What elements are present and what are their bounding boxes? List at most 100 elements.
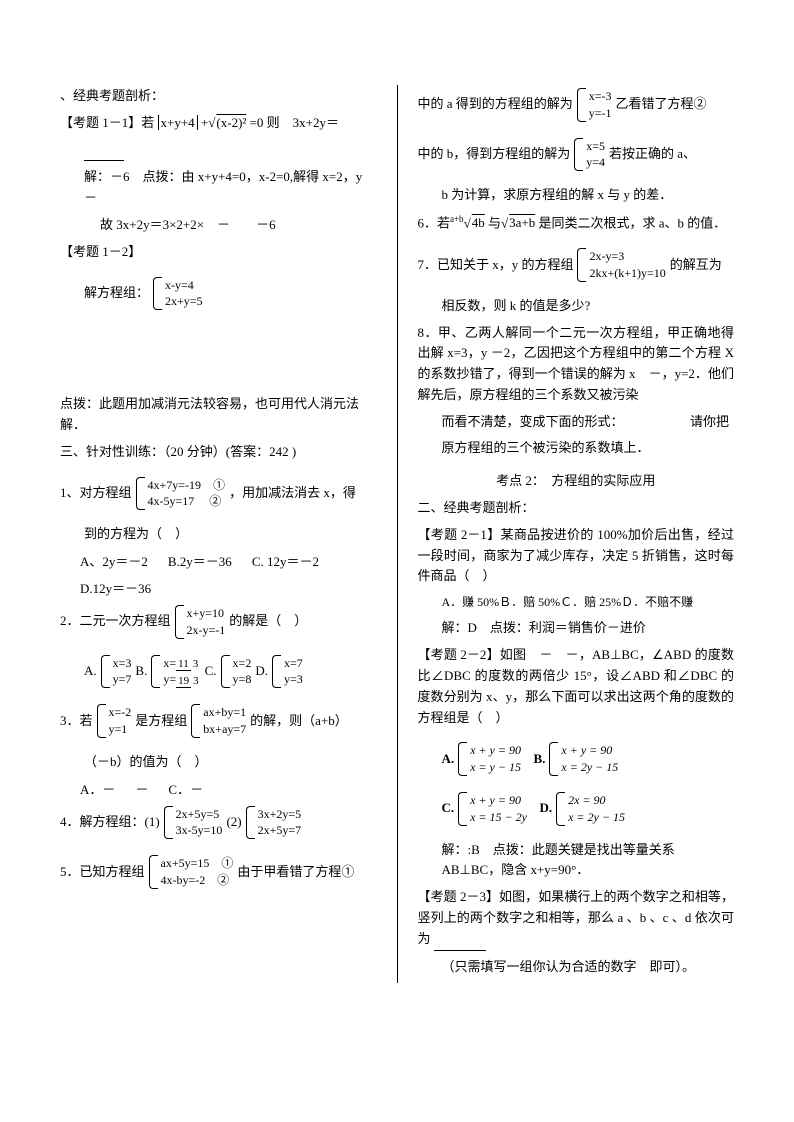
p1-options: A、2y＝－2 B.2y＝－36 C. 12y＝－2 D.12y＝－36 xyxy=(60,551,377,597)
text: ，用加减法消去 x，得 xyxy=(229,483,356,504)
p5: 5．已知方程组 ax+5y=15 ① 4x-by=-2 ② 由于甲看错了方程① xyxy=(60,853,354,891)
p3-d: （－b）的值为（ ） xyxy=(60,752,377,773)
eq: y=193 xyxy=(163,671,200,688)
brace-system: x-y=4 2x+y=5 xyxy=(153,277,203,311)
eq: x=-3 xyxy=(589,88,612,105)
text: 的解互为 xyxy=(670,255,722,276)
opt: C. 12y＝－2 xyxy=(252,551,319,570)
opt: A、2y＝－2 xyxy=(80,551,148,570)
eq: ax+by=1 xyxy=(203,704,246,721)
eq: y=4 xyxy=(586,154,605,171)
eq: x=5 xyxy=(586,138,605,155)
q2-2-sol: 解：:B 点拨：此题关键是找出等量关系 AB⊥BC，隐含 x+y=90°． xyxy=(417,840,734,882)
opt: － xyxy=(135,779,148,798)
eq: x=-2 xyxy=(109,704,132,721)
text: 与√ xyxy=(488,215,508,230)
eq: 2x+5y=7 xyxy=(258,822,302,839)
optA: x + y = 90 x = y − 15 xyxy=(458,742,521,776)
eq: y=7 xyxy=(113,671,132,688)
p2-options: A. x=3 y=7 B. x=113 y=193 C. x=2 y=8 D. … xyxy=(60,653,305,691)
optC: x + y = 90 x = 15 − 2y xyxy=(458,792,527,826)
q2-1: 【考题 2－1】某商品按进价的 100%加价后出售，经过一段时间，商家为了减少库… xyxy=(417,525,734,587)
text: 2．二元一次方程组 xyxy=(60,611,171,632)
kd2-title: 考点 2： 方程组的实际应用 xyxy=(417,471,734,492)
eq: y=3 xyxy=(284,671,303,688)
sec3-title: 三、针对性训练：（20 分钟）(答案：242 ) xyxy=(60,442,377,463)
eq: 2kx+(k+1)y=10 xyxy=(589,265,665,282)
eq: 4x+7y=-19 ① xyxy=(148,477,226,494)
p7: 7．已知关于 x，y 的方程组 2x-y=3 2kx+(k+1)y=10 的解互… xyxy=(417,246,721,284)
text: 是方程组 xyxy=(135,711,187,732)
eq: x = y − 15 xyxy=(470,759,521,776)
p8-b: 而看不清楚，变成下面的形式： 请你把 xyxy=(417,412,734,433)
p6: 6．若a+b√4b 与√3a+b 是同类二次根式，求 a、b 的值． xyxy=(417,212,734,234)
t: x= xyxy=(163,656,176,670)
optA: x=3 y=7 xyxy=(101,655,132,689)
text: 由于甲看错了方程① xyxy=(237,862,354,883)
right-column: 中的 a 得到的方程组的解为 x=-3 y=-1 乙看错了方程② 中的 b，得到… xyxy=(417,80,734,983)
d: 3 xyxy=(191,675,201,687)
opt: B.2y＝－36 xyxy=(168,551,232,570)
q1-1-sol2: 故 3x+2y＝3×2+2× － －6 xyxy=(60,215,377,236)
q2-2: 【考题 2－2】如图 － －，AB⊥BC，∠ABD 的度数比∠DBC 的度数的两… xyxy=(417,645,734,728)
text: 3．若 xyxy=(60,711,93,732)
abs-expr: x+y+4 xyxy=(158,115,198,130)
optD: 2x = 90 x = 2y − 15 xyxy=(556,792,625,826)
brace-system: 3x+2y=5 2x+5y=7 xyxy=(246,806,302,840)
column-divider xyxy=(397,85,398,983)
q1-1-label: 【考题 1－1】若 xyxy=(60,115,154,130)
eq: x = 2y − 15 xyxy=(568,809,625,826)
optB: x=113 y=193 xyxy=(151,655,200,689)
eq: x+y=10 xyxy=(187,605,226,622)
sqrt-expr: (x-2)² xyxy=(215,115,246,130)
p5-cont1: 中的 a 得到的方程组的解为 x=-3 y=-1 乙看错了方程② xyxy=(417,86,706,124)
eq: 4x-5y=17 ② xyxy=(148,493,226,510)
eq: x=7 xyxy=(284,655,303,672)
p4: 4．解方程组：(1) 2x+5y=5 3x-5y=10 (2) 3x+2y=5 … xyxy=(60,804,303,842)
eq: x + y = 90 xyxy=(561,742,618,759)
optB: x + y = 90 x = 2y − 15 xyxy=(549,742,618,776)
note: 点拨：此题用加减消元法较容易，也可用代人消元法解． xyxy=(60,394,377,436)
text: 的解是（ ） xyxy=(229,611,307,632)
eq: x-y=4 xyxy=(165,277,203,294)
p2: 2．二元一次方程组 x+y=10 2x-y=-1 的解是（ ） xyxy=(60,603,307,641)
eq: bx+ay=7 xyxy=(203,721,246,738)
n: 11 xyxy=(176,658,191,671)
text: 6．若 xyxy=(417,215,450,230)
optC: x=2 y=8 xyxy=(221,655,252,689)
text: 而看不清楚，变成下面的形式： xyxy=(441,414,623,429)
eq: 4x-by=-2 ② xyxy=(161,872,234,889)
eq: 2x = 90 xyxy=(568,792,625,809)
sup: a+b xyxy=(450,214,464,224)
eq: x = 15 − 2y xyxy=(470,809,527,826)
p8-d: 原方程组的三个被污染的系数填上． xyxy=(417,438,734,459)
d: 3 xyxy=(191,658,201,670)
q1-1-tail: =0 则 3x+2y＝ xyxy=(250,115,339,130)
eq: 3x-5y=10 xyxy=(176,822,223,839)
q1-2: 解方程组： x-y=4 2x+y=5 xyxy=(60,275,205,313)
text: 的解，则（a+b） xyxy=(250,711,348,732)
q2-1-sol: 解：D 点拨：利润＝销售价－进价 xyxy=(417,618,734,639)
eq: x=2 xyxy=(233,655,252,672)
brace-system: ax+by=1 bx+ay=7 xyxy=(191,704,246,738)
brace-system: x=5 y=4 xyxy=(574,138,605,172)
text: 1、对方程组 xyxy=(60,483,132,504)
p1-c: 到的方程为（ ） xyxy=(60,524,377,545)
text: 是同类二次根式，求 a、b 的值． xyxy=(538,215,726,230)
text: 请你把 xyxy=(690,414,729,429)
eq: 2x-y=3 xyxy=(589,248,665,265)
eq: y=8 xyxy=(233,671,252,688)
q2-2-opts-row2: C. x + y = 90 x = 15 − 2y D. 2x = 90 x =… xyxy=(417,790,627,828)
opt: C．－ xyxy=(168,779,203,798)
q1-1: 【考题 1－1】若 x+y+4 +√(x-2)² =0 则 3x+2y＝ xyxy=(60,113,377,134)
p3: 3．若 x=-2 y=1 是方程组 ax+by=1 bx+ay=7 的解，则（a… xyxy=(60,702,348,740)
eq: x + y = 90 xyxy=(470,742,521,759)
eq: 2x+5y=5 xyxy=(176,806,223,823)
text: 若按正确的 a、 xyxy=(609,144,696,165)
brace-system: x+y=10 2x-y=-1 xyxy=(175,605,226,639)
p3-options: A．－ － C．－ xyxy=(60,779,377,798)
q2-2-opts-row1: A. x + y = 90 x = y − 15 B. x + y = 90 x… xyxy=(417,740,620,778)
text: (2) xyxy=(226,812,241,833)
brace-system: 4x+7y=-19 ① 4x-5y=17 ② xyxy=(136,477,226,511)
eq: x=113 xyxy=(163,655,200,672)
